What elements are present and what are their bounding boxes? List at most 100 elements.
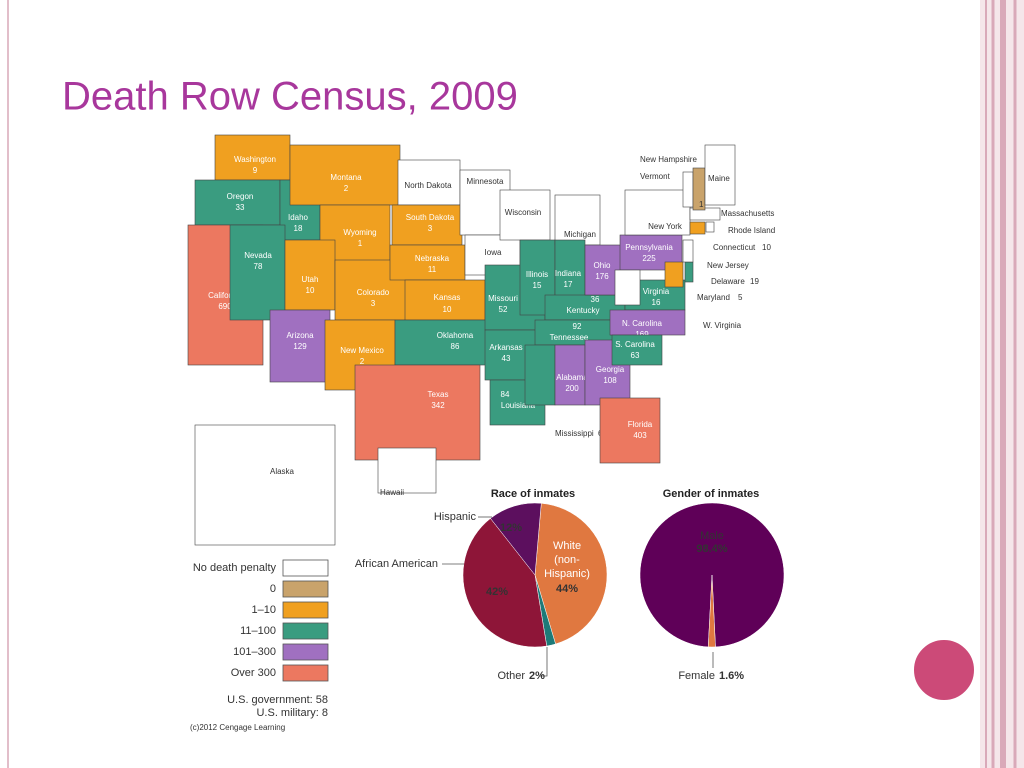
state-name: N. Carolina [622,319,663,328]
state-name: Arkansas [489,343,522,352]
state-name: Maine [708,174,730,183]
state [284,239,336,311]
state [269,309,331,383]
state-count: 1 [699,200,704,209]
state [354,364,481,461]
legend-swatch [282,664,329,682]
pie-slice [490,502,542,576]
state-name: Hawaii [380,488,404,497]
pie-slice [462,518,548,648]
state-name: Utah [302,275,319,284]
slice-value: 12% [500,522,522,534]
state [554,194,601,246]
state-count: 10 [762,243,771,252]
state-name: Alabama [556,373,588,382]
pie-title: Race of inmates [491,488,575,500]
state [684,261,694,283]
state-name: Massachusetts [721,209,774,218]
state-name: Idaho [288,213,309,222]
state-count: 10 [306,286,315,295]
state-count: 78 [254,262,263,271]
slice-label: Other [497,670,525,682]
state-name: Illinois [526,270,548,279]
state-name: Georgia [596,365,625,374]
slice-value: 42% [486,586,508,598]
state [334,259,411,321]
state [599,397,661,464]
state [194,179,281,226]
slice-value: 1.6% [719,670,744,682]
state-name: Michigan [564,230,596,239]
legend-label: 0 [270,583,276,595]
state-count: 36 [591,295,600,304]
state-count: 2 [344,184,349,193]
state-name: Vermont [640,172,671,181]
state [664,261,684,288]
state [524,344,556,406]
state [394,319,491,366]
state-name: Nebraska [415,254,450,263]
slice-label: Hispanic [434,511,477,523]
state-count: 176 [595,272,609,281]
state-name: Rhode Island [728,226,775,235]
state-count: 19 [750,277,759,286]
state-count: 200 [565,384,579,393]
state-count: 52 [499,305,508,314]
state-count: 690 [218,302,232,311]
state-count: 403 [633,431,647,440]
state [289,144,401,206]
state [704,144,736,206]
state-name: New Hampshire [640,155,697,164]
pie-slice [534,503,608,645]
leader-line [540,647,548,677]
state-name: Ohio [594,261,611,270]
state-name: Oregon [227,192,254,201]
legend-label: 101–300 [233,646,276,658]
state [611,334,663,366]
state-name: Colorado [357,288,390,297]
state-name: S. Carolina [615,340,655,349]
state-name: Kentucky [567,306,600,315]
state-count: 5 [738,293,743,302]
state-count: 169 [635,330,649,339]
legend-swatch [282,559,329,577]
state-count: 3 [371,299,376,308]
state-name: New Jersey [707,261,749,270]
state-name: Louisiana [501,401,536,410]
state [391,204,463,246]
state-name: Tennessee [550,333,589,342]
slide-title: Death Row Census, 2009 [62,75,518,119]
state-name: New Mexico [340,346,384,355]
legend-label: Over 300 [231,667,276,679]
slice-label: Female [678,670,715,682]
state [554,239,586,306]
state-name: California [208,291,242,300]
state-count: 33 [236,203,245,212]
state-count: 10 [443,305,452,314]
pie-title: Gender of inmates [663,488,760,500]
slice-label: Male [700,530,724,542]
state-count: 225 [642,254,656,263]
credit: (c)2012 Cengage Learning [190,723,285,732]
legend-label: No death penalty [193,562,277,574]
state [624,189,691,236]
state-name: Texas [428,390,449,399]
state [554,344,586,406]
state [682,239,694,263]
state-name: Missouri [488,294,518,303]
state-count: 11 [428,265,437,274]
state-count: 17 [564,280,573,289]
state-count: 18 [294,224,303,233]
state-count: 9 [253,166,258,175]
slice-value: 2% [529,670,545,682]
state-count: 129 [293,342,307,351]
slice-value: 98.4% [696,543,727,555]
state-name: Montana [330,173,362,182]
state-name: Wyoming [343,228,376,237]
state-name: Minnesota [467,177,504,186]
state-count: 15 [533,281,542,290]
state-name: South Dakota [406,213,455,222]
state-name: Iowa [485,248,502,257]
state [229,224,286,321]
